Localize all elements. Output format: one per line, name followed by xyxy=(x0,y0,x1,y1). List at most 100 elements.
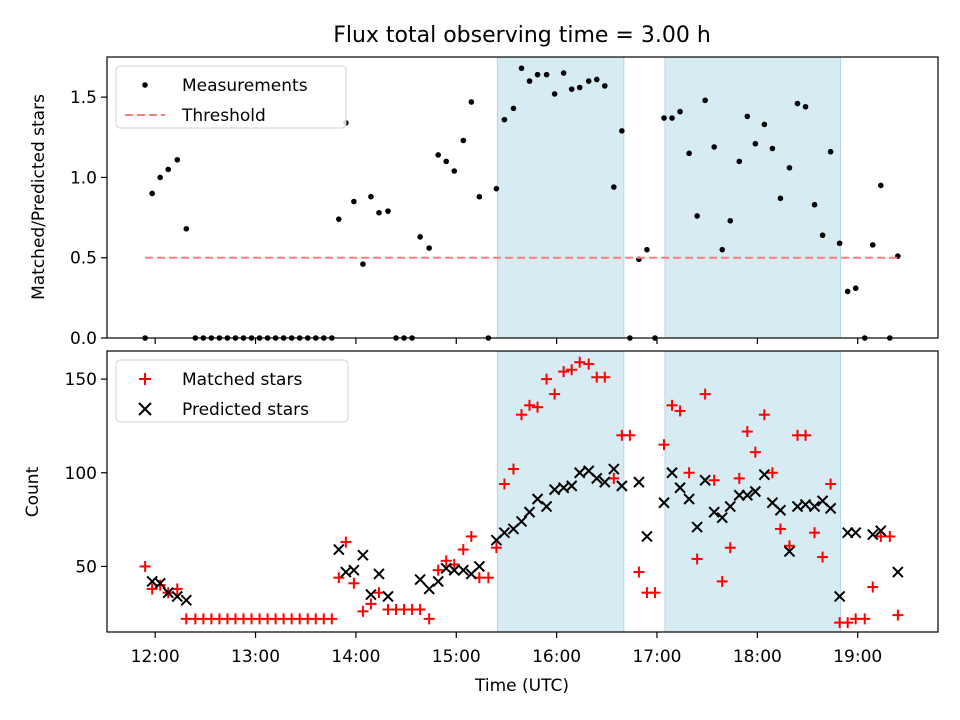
predicted-stars-point xyxy=(180,594,192,606)
observing-window-band-1 xyxy=(496,56,625,339)
predicted-stars-point-b xyxy=(557,482,570,494)
predicted-stars-point xyxy=(824,502,837,515)
x-tick-label: 18:00 xyxy=(733,647,782,667)
predicted-stars-point-b xyxy=(540,500,553,513)
predicted-stars-point-b xyxy=(783,545,796,558)
predicted-stars-point xyxy=(432,575,444,588)
matched-stars-point xyxy=(859,613,871,625)
predicted-stars-point xyxy=(724,500,736,513)
matched-stars-point xyxy=(340,536,352,548)
predicted-stars-point-b xyxy=(565,480,578,492)
predicted-stars-point-b xyxy=(774,504,787,516)
predicted-stars-point-b xyxy=(816,495,829,507)
measurements-point xyxy=(744,113,751,120)
measurements-point xyxy=(526,78,533,84)
predicted-stars-point-b xyxy=(591,472,603,485)
measurements-point xyxy=(468,99,475,105)
predicted-stars-point xyxy=(423,583,435,595)
matched-stars-point xyxy=(348,577,360,589)
predicted-stars-point xyxy=(783,545,796,558)
predicted-stars-point-b xyxy=(162,586,174,599)
top-panel: 0.0 0.5 1.0 1.5 Measurements Threshold xyxy=(70,56,939,349)
matched-stars-point xyxy=(357,605,369,617)
matched-stars-point xyxy=(457,544,469,556)
matched-stars-point xyxy=(373,587,385,599)
measurements-point xyxy=(736,158,743,165)
matched-stars-point xyxy=(440,555,452,567)
predicted-stars-point-b xyxy=(608,463,620,475)
measurements-point xyxy=(351,198,357,205)
measurements-point xyxy=(534,71,541,78)
predicted-stars-point-b xyxy=(473,560,486,573)
matched-stars-point xyxy=(524,399,536,411)
predicted-stars-point xyxy=(666,467,678,479)
y-tick-label: 0.0 xyxy=(70,329,97,349)
predicted-stars-point-b xyxy=(333,543,345,556)
predicted-stars-point-b xyxy=(531,493,544,505)
predicted-stars-point-b xyxy=(867,528,879,541)
matched-stars-point xyxy=(724,542,736,554)
chart-title: Flux total observing time = 3.00 h xyxy=(333,23,711,48)
predicted-stars-point-b xyxy=(849,527,862,539)
x-tick-label: 16:00 xyxy=(532,647,581,667)
predicted-stars-point-b xyxy=(892,566,904,578)
measurements-point xyxy=(174,156,181,163)
predicted-stars-point-b xyxy=(171,590,183,603)
measurements-point xyxy=(752,140,759,147)
predicted-stars-point-b xyxy=(180,594,192,606)
predicted-stars-point xyxy=(515,515,528,528)
predicted-stars-point xyxy=(382,590,394,603)
predicted-stars-point xyxy=(849,527,862,539)
predicted-stars-point-b xyxy=(373,568,385,580)
predicted-stars-point-b xyxy=(766,497,779,509)
predicted-stars-point xyxy=(333,543,345,556)
matched-stars-point xyxy=(842,617,854,629)
matched-stars-point xyxy=(658,439,670,451)
predicted-stars-point xyxy=(498,527,511,539)
predicted-stars-point-b xyxy=(414,573,426,586)
predicted-stars-point xyxy=(414,573,426,586)
matched-stars-point xyxy=(766,467,778,479)
y-tick-label: 0.5 xyxy=(70,249,97,269)
predicted-stars-point-b xyxy=(691,521,703,533)
matched-stars-point xyxy=(558,366,570,378)
predicted-stars-point-b xyxy=(824,502,837,515)
measurements-point xyxy=(702,97,708,104)
matched-stars-point xyxy=(683,467,695,479)
legend-swatch-measurements xyxy=(142,82,148,88)
predicted-stars-point xyxy=(749,485,762,498)
y-tick-label: 1.5 xyxy=(70,88,97,108)
predicted-stars-point xyxy=(573,467,586,479)
predicted-stars-point-b xyxy=(573,467,586,479)
measurements-point xyxy=(877,182,884,189)
predicted-stars-point-b xyxy=(348,564,360,576)
matched-stars-point xyxy=(532,401,544,413)
matched-stars-point xyxy=(892,609,904,621)
predicted-stars-point xyxy=(162,586,174,599)
predicted-stars-point xyxy=(641,530,653,543)
measurements-point xyxy=(761,121,768,128)
predicted-stars-point xyxy=(616,480,628,492)
measurements-point xyxy=(836,240,843,247)
predicted-stars-point-b xyxy=(548,483,561,496)
matched-stars-point xyxy=(566,364,578,376)
predicted-stars-point xyxy=(758,468,771,481)
measurements-point xyxy=(576,84,583,91)
measurements-point xyxy=(661,115,667,121)
y-tick-label: 150 xyxy=(65,370,97,390)
predicted-stars-point xyxy=(892,566,904,578)
measurements-point xyxy=(443,158,450,165)
legend-box xyxy=(115,65,347,129)
matched-stars-point xyxy=(490,542,502,554)
predicted-stars-point-b xyxy=(808,500,821,513)
predicted-stars-point-b xyxy=(641,530,653,543)
measurements-point xyxy=(183,226,190,232)
measurements-point xyxy=(165,166,172,173)
x-tick-label: 12:00 xyxy=(131,647,180,667)
measurements-point xyxy=(368,193,374,200)
matched-stars-point xyxy=(482,572,494,584)
measurements-point xyxy=(417,234,423,240)
predicted-stars-point xyxy=(799,498,812,511)
predicted-stars-point xyxy=(867,528,879,541)
